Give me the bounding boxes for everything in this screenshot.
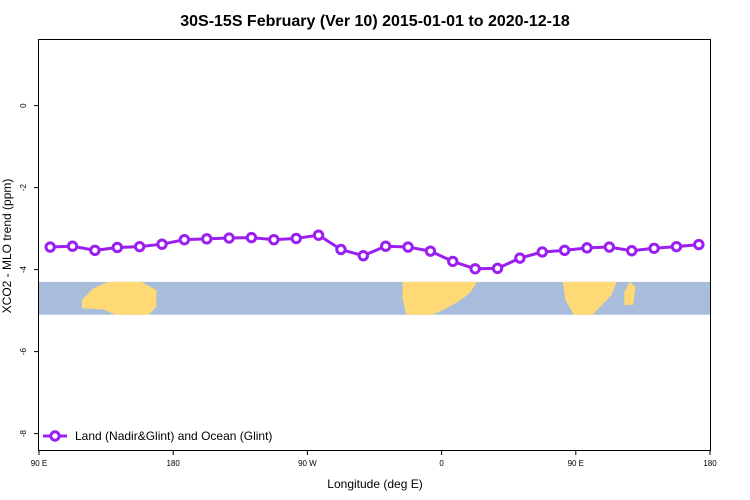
landmass-africa (562, 281, 617, 315)
data-point (424, 245, 437, 257)
data-point (648, 242, 660, 254)
y-tick-label: -6 (19, 347, 28, 355)
plot-frame (38, 39, 711, 451)
data-point (89, 244, 101, 257)
y-tick-label: -2 (19, 183, 28, 191)
series-layer (44, 229, 705, 275)
data-point (581, 242, 593, 254)
data-point (245, 231, 258, 244)
data-point (156, 238, 168, 250)
chart-title: 30S-15S February (Ver 10) 2015-01-01 to … (180, 13, 570, 30)
series-line (50, 233, 699, 271)
data-point (290, 232, 302, 245)
data-point (357, 249, 370, 262)
x-tick-label: 0 (439, 459, 444, 468)
data-point (491, 262, 504, 275)
landmass-australia (81, 281, 157, 315)
data-point (201, 233, 213, 245)
data-point (514, 252, 526, 264)
x-tick-label: 90 E (31, 459, 47, 468)
data-point (626, 245, 638, 257)
legend-series-label: Land (Nadir&Glint) and Ocean (Glint) (75, 429, 272, 443)
data-point (447, 255, 459, 268)
data-point (312, 229, 325, 241)
y-tick-label: -4 (19, 265, 28, 273)
map-band (39, 281, 710, 315)
x-tick-label: 90 E (568, 459, 584, 468)
y-axis: 0 -2 -4 -6 -8 (19, 103, 39, 437)
data-point (402, 241, 414, 253)
data-point (379, 240, 392, 252)
data-point (66, 240, 79, 252)
y-axis-label: XCO2 - MLO trend (ppm) (0, 179, 14, 314)
data-point (133, 240, 146, 253)
data-point (335, 243, 347, 256)
y-tick-label: -8 (19, 429, 28, 437)
data-point (469, 263, 481, 275)
data-point (536, 246, 548, 258)
data-point (670, 240, 683, 253)
legend: Land (Nadir&Glint) and Ocean (Glint) (43, 429, 272, 443)
data-point (268, 233, 280, 246)
data-point (44, 241, 56, 253)
data-point (603, 241, 616, 253)
data-point (178, 233, 191, 246)
legend-marker-swatch (49, 430, 61, 442)
x-tick-label: 180 (167, 459, 181, 468)
x-axis: 90 E 180 90 W 0 90 E 180 (31, 450, 717, 468)
data-point (223, 232, 235, 244)
x-tick-label: 90 W (298, 459, 317, 468)
landmass-south-america (402, 281, 478, 315)
x-axis-label: Longitude (deg E) (327, 477, 422, 491)
landmass-madagascar (624, 281, 636, 305)
data-point (558, 244, 571, 257)
data-point (111, 241, 123, 254)
y-tick-label: 0 (19, 103, 28, 108)
data-point (693, 238, 705, 251)
x-tick-label: 180 (703, 459, 717, 468)
